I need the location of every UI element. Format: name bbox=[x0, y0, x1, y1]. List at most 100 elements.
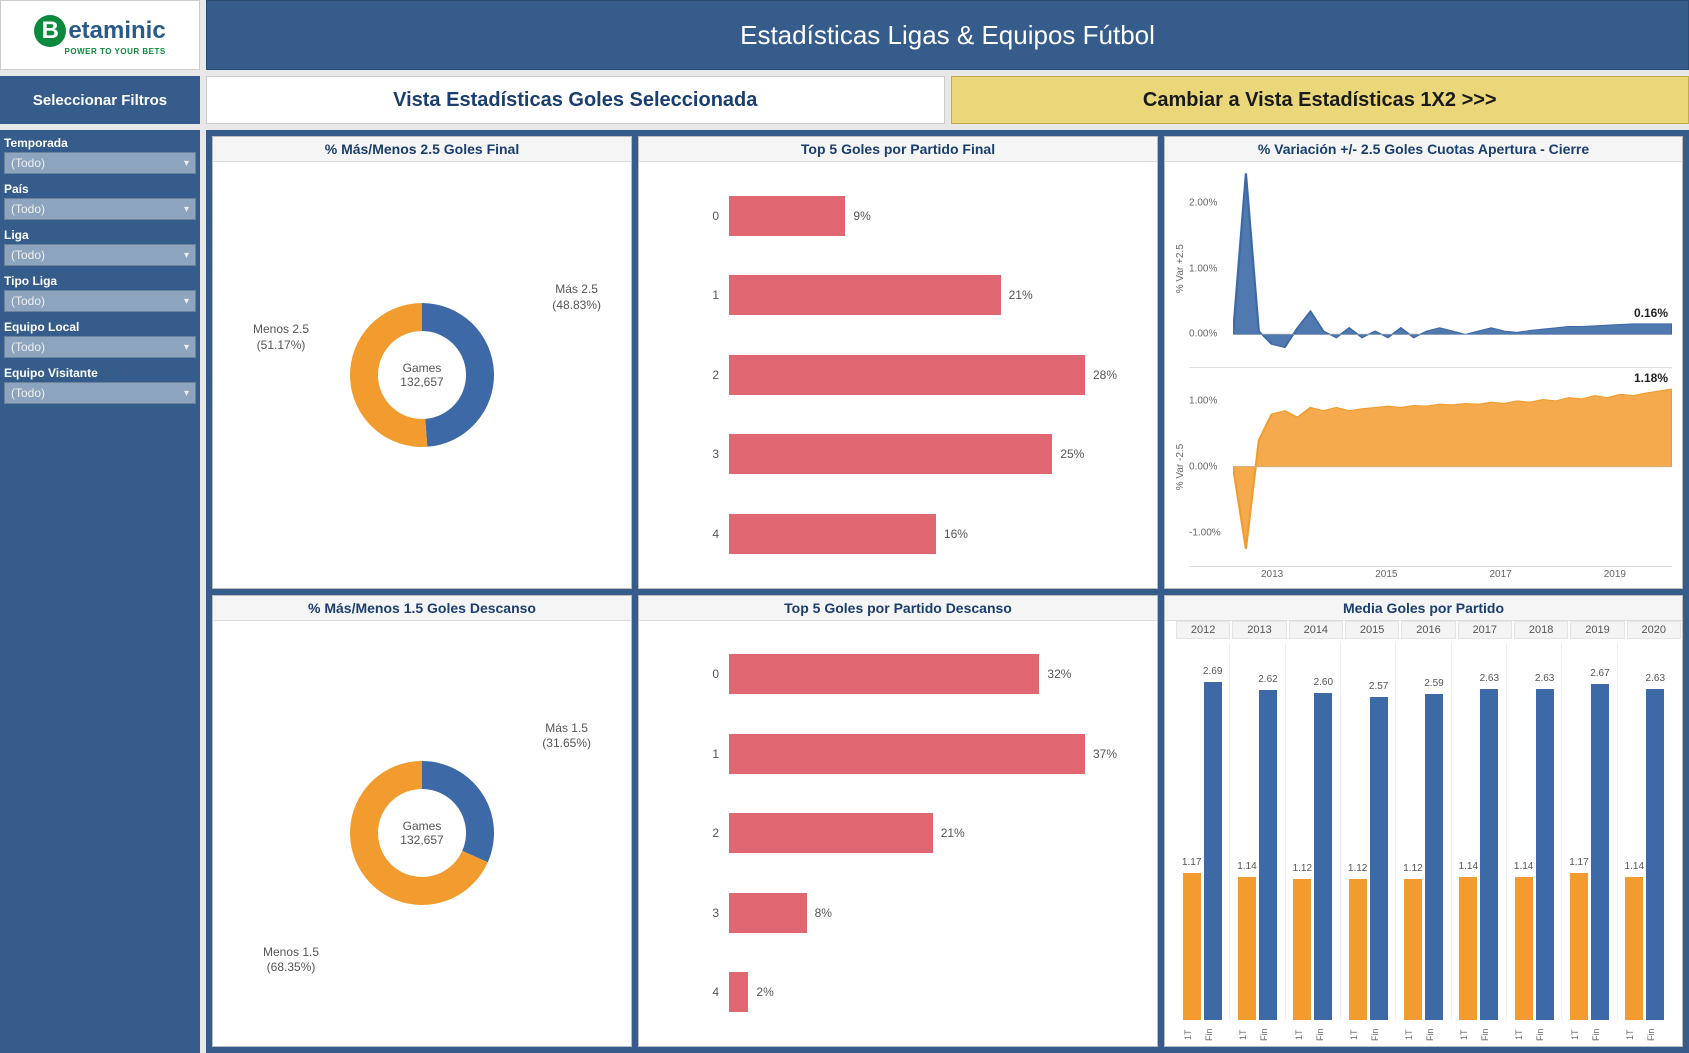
bar-value-label: 1.14 bbox=[1459, 861, 1478, 872]
hbar-row: 416% bbox=[699, 514, 1117, 554]
year-header: 2015 bbox=[1345, 621, 1399, 639]
card-donut-final: % Más/Menos 2.5 Goles Final Games132,657… bbox=[212, 136, 632, 589]
hbar-bar bbox=[729, 355, 1085, 395]
hbar-row: 38% bbox=[699, 893, 1117, 933]
x-tick: 1T bbox=[1514, 1024, 1532, 1046]
hbar-value: 37% bbox=[1093, 747, 1117, 761]
x-tick: 1T bbox=[1625, 1024, 1643, 1046]
bar-value-label: 1.12 bbox=[1403, 863, 1422, 874]
filters-header: Seleccionar Filtros bbox=[0, 76, 200, 124]
variation-plot: 2.00% 1.00% 0.00% 0.16% bbox=[1189, 170, 1672, 368]
filter-select[interactable]: (Todo) bbox=[4, 198, 196, 220]
donut-center-label: Games132,657 bbox=[400, 819, 443, 847]
grouped-bar-plot: 1.172.691.142.621.122.601.122.571.122.59… bbox=[1165, 643, 1682, 1021]
filter-block: País(Todo) bbox=[4, 182, 196, 220]
filter-value: (Todo) bbox=[11, 202, 45, 216]
y-tick: 0.00% bbox=[1189, 329, 1217, 340]
donut-label: Más 1.5(31.65%) bbox=[542, 721, 591, 752]
hbar-bar bbox=[729, 654, 1039, 694]
bar: 2.63 bbox=[1646, 689, 1664, 1020]
hbar-category: 1 bbox=[699, 288, 719, 302]
filter-value: (Todo) bbox=[11, 294, 45, 308]
area-series bbox=[1233, 389, 1672, 549]
grouped-x-axis: 1TFin1TFin1TFin1TFin1TFin1TFin1TFin1TFin… bbox=[1165, 1024, 1682, 1046]
year-header: 2016 bbox=[1401, 621, 1455, 639]
y-tick: 0.00% bbox=[1189, 461, 1217, 472]
x-tick: 1T bbox=[1294, 1024, 1312, 1046]
hbar-bar bbox=[729, 196, 845, 236]
bar: 1.17 bbox=[1570, 873, 1588, 1020]
hbar-bar bbox=[729, 434, 1052, 474]
bar: 2.63 bbox=[1480, 689, 1498, 1020]
x-tick: 1T bbox=[1459, 1024, 1477, 1046]
bar-pair: 1.17 2.67 bbox=[1562, 643, 1617, 1021]
filter-select[interactable]: (Todo) bbox=[4, 290, 196, 312]
x-tick: Fin bbox=[1315, 1024, 1333, 1046]
x-tick: Fin bbox=[1480, 1024, 1498, 1046]
x-tick: 2017 bbox=[1490, 569, 1512, 580]
series-end-label: 0.16% bbox=[1634, 306, 1668, 320]
sidebar-filters: Temporada(Todo)País(Todo)Liga(Todo)Tipo … bbox=[0, 130, 200, 1053]
hbar-category: 3 bbox=[699, 906, 719, 920]
hbar-row: 09% bbox=[699, 196, 1117, 236]
year-header: 2014 bbox=[1289, 621, 1343, 639]
bar: 1.12 bbox=[1404, 879, 1422, 1020]
hbar-category: 1 bbox=[699, 747, 719, 761]
x-tick: 2013 bbox=[1261, 569, 1283, 580]
bar-pair: 1.172.69 bbox=[1175, 643, 1230, 1021]
hbar-value: 21% bbox=[941, 826, 965, 840]
filter-block: Liga(Todo) bbox=[4, 228, 196, 266]
y-tick: 2.00% bbox=[1189, 197, 1217, 208]
hbar-bar bbox=[729, 813, 933, 853]
series-end-label: 1.18% bbox=[1634, 371, 1668, 385]
bar-pair: 1.142.63 bbox=[1618, 643, 1672, 1021]
filter-select[interactable]: (Todo) bbox=[4, 382, 196, 404]
switch-view-button[interactable]: Cambiar a Vista Estadísticas 1X2 >>> bbox=[951, 76, 1689, 124]
bar: 2.69 bbox=[1204, 682, 1222, 1020]
card-title: % Más/Menos 1.5 Goles Descanso bbox=[213, 596, 631, 621]
logo-box: Betaminic POWER TO YOUR BETS bbox=[0, 0, 200, 70]
y-tick: 1.00% bbox=[1189, 263, 1217, 274]
hbar-value: 2% bbox=[756, 985, 773, 999]
filter-block: Equipo Visitante (Todo) bbox=[4, 366, 196, 404]
page-title: Estadísticas Ligas & Equipos Fútbol bbox=[206, 0, 1689, 70]
variation-subplot: % Var +2.52.00% 1.00% 0.00% 0.16% bbox=[1175, 170, 1672, 368]
hbar-row: 42% bbox=[699, 972, 1117, 1012]
y-axis-label: % Var +2.5 bbox=[1175, 170, 1189, 368]
card-title: Top 5 Goles por Partido Final bbox=[639, 137, 1157, 162]
bar-value-label: 2.63 bbox=[1480, 673, 1499, 684]
hbar-row: 221% bbox=[699, 813, 1117, 853]
bar-value-label: 1.17 bbox=[1182, 857, 1201, 868]
bar-value-label: 1.17 bbox=[1569, 857, 1588, 868]
x-tick: 1T bbox=[1238, 1024, 1256, 1046]
year-header: 2017 bbox=[1458, 621, 1512, 639]
x-tick: 1T bbox=[1349, 1024, 1367, 1046]
card-donut-ht: % Más/Menos 1.5 Goles Descanso Games132,… bbox=[212, 595, 632, 1048]
bar-value-label: 2.67 bbox=[1590, 668, 1609, 679]
hbar-value: 21% bbox=[1009, 288, 1033, 302]
bar-pair: 1.12 2.59 bbox=[1396, 643, 1451, 1021]
bar: 2.57 bbox=[1370, 697, 1388, 1020]
bar: 1.17 bbox=[1183, 873, 1201, 1020]
hbar-row: 032% bbox=[699, 654, 1117, 694]
bar-value-label: 2.59 bbox=[1424, 678, 1443, 689]
filter-select[interactable]: (Todo) bbox=[4, 336, 196, 358]
year-header-row: 201220132014201520162017201820192020 bbox=[1165, 621, 1682, 639]
year-header: 2012 bbox=[1176, 621, 1230, 639]
hbar-row: 228% bbox=[699, 355, 1117, 395]
bar-pair: 1.142.63 bbox=[1452, 643, 1507, 1021]
x-tick: Fin bbox=[1204, 1024, 1222, 1046]
filter-label: Tipo Liga bbox=[4, 274, 196, 288]
variation-subplot: % Var -2.51.00%0.00%-1.00%1.18% bbox=[1175, 368, 1672, 566]
filter-select[interactable]: (Todo) bbox=[4, 152, 196, 174]
hbar-bar bbox=[729, 893, 807, 933]
x-axis: 2013201520172019 bbox=[1175, 569, 1672, 580]
filter-select[interactable]: (Todo) bbox=[4, 244, 196, 266]
bar-pair: 1.122.57 bbox=[1341, 643, 1396, 1021]
logo: Betaminic POWER TO YOUR BETS bbox=[34, 15, 165, 56]
variation-plot: 1.00%0.00%-1.00%1.18% bbox=[1189, 368, 1672, 566]
filter-label: Equipo Visitante bbox=[4, 366, 196, 380]
hbar-bar bbox=[729, 275, 1001, 315]
card-variation: % Variación +/- 2.5 Goles Cuotas Apertur… bbox=[1164, 136, 1683, 589]
logo-tagline: POWER TO YOUR BETS bbox=[34, 47, 165, 56]
